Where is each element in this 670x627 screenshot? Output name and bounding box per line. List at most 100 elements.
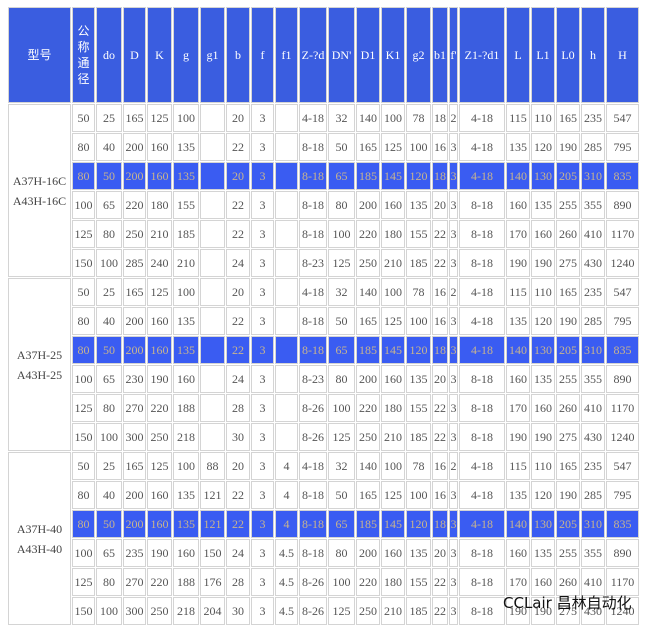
data-cell: 8-26 (299, 568, 327, 596)
data-cell: 20 (226, 452, 250, 480)
data-cell: 310 (581, 510, 605, 538)
data-cell: 125 (381, 133, 405, 161)
data-cell: 235 (581, 104, 605, 132)
data-cell: 165 (123, 452, 146, 480)
data-cell: 20 (226, 162, 250, 190)
data-cell: 100 (173, 104, 199, 132)
data-cell: 100 (173, 278, 199, 306)
data-cell: 4-18 (299, 452, 327, 480)
data-cell: 165 (356, 307, 380, 335)
data-cell: 8-18 (459, 394, 505, 422)
data-cell: 160 (506, 539, 530, 567)
data-cell: 135 (531, 191, 555, 219)
data-cell: 20 (226, 278, 250, 306)
column-header: D1 (356, 7, 380, 103)
data-cell: 180 (381, 394, 405, 422)
data-cell: 835 (606, 162, 639, 190)
data-cell: 120 (406, 162, 431, 190)
data-cell: 100 (96, 597, 122, 625)
data-cell: 165 (356, 481, 380, 509)
data-cell: 547 (606, 278, 639, 306)
data-cell: 200 (356, 539, 380, 567)
data-cell: 50 (96, 162, 122, 190)
data-cell: 8-18 (299, 220, 327, 248)
data-cell: 4-18 (459, 452, 505, 480)
data-cell: 3 (449, 568, 458, 596)
data-cell: 3 (251, 307, 274, 335)
data-cell: 140 (356, 452, 380, 480)
data-cell: 230 (123, 365, 146, 393)
data-cell: 4 (275, 510, 298, 538)
data-cell: 220 (356, 568, 380, 596)
data-cell: 210 (381, 249, 405, 277)
data-cell: 24 (226, 249, 250, 277)
data-cell: 285 (581, 307, 605, 335)
data-cell: 1170 (606, 568, 639, 596)
data-cell: 65 (328, 162, 355, 190)
data-cell: 22 (432, 597, 448, 625)
data-cell: 16 (432, 133, 448, 161)
data-cell (200, 394, 225, 422)
data-cell: 165 (556, 452, 580, 480)
data-cell (200, 336, 225, 364)
data-cell: 3 (449, 365, 458, 393)
model-cell: A37H-25 A43H-25 (8, 278, 71, 451)
data-cell: 795 (606, 133, 639, 161)
data-cell: 200 (123, 510, 146, 538)
data-cell: 188 (173, 568, 199, 596)
data-cell: 22 (226, 133, 250, 161)
data-cell: 8-18 (459, 191, 505, 219)
data-cell: 275 (556, 249, 580, 277)
data-cell: 16 (432, 278, 448, 306)
data-cell: 135 (173, 481, 199, 509)
data-cell: 125 (328, 597, 355, 625)
data-cell: 185 (356, 510, 380, 538)
data-cell: 3 (449, 539, 458, 567)
data-cell: 8-18 (299, 191, 327, 219)
data-cell: 121 (200, 510, 225, 538)
data-cell (275, 162, 298, 190)
data-cell: 170 (506, 568, 530, 596)
data-cell (200, 104, 225, 132)
data-cell: 8-18 (299, 510, 327, 538)
data-cell: 160 (381, 365, 405, 393)
data-cell: 185 (406, 597, 431, 625)
data-cell: 135 (406, 191, 431, 219)
data-cell: 3 (251, 278, 274, 306)
data-cell: 145 (381, 510, 405, 538)
data-cell: 24 (226, 365, 250, 393)
data-cell: 3 (251, 394, 274, 422)
data-cell: 4.5 (275, 597, 298, 625)
data-cell: 120 (406, 510, 431, 538)
data-cell: 835 (606, 510, 639, 538)
data-cell: 8-18 (299, 336, 327, 364)
data-cell: 8-18 (459, 220, 505, 248)
data-cell: 190 (506, 597, 530, 625)
data-row: 150 100 300 250 218 204 30 3 4.5 8-26 125 250 210 185… (8, 597, 639, 625)
data-cell: 135 (173, 133, 199, 161)
data-cell: 8-18 (299, 133, 327, 161)
data-cell: 78 (406, 452, 431, 480)
data-cell: 140 (506, 162, 530, 190)
data-cell: 355 (581, 365, 605, 393)
data-cell: 3 (449, 394, 458, 422)
data-cell: 18 (432, 162, 448, 190)
data-cell: 150 (72, 249, 95, 277)
data-cell: 40 (96, 307, 122, 335)
data-cell (275, 220, 298, 248)
data-cell: 150 (72, 597, 95, 625)
data-cell: 28 (226, 568, 250, 596)
data-cell: 170 (506, 220, 530, 248)
column-header: f (251, 7, 274, 103)
data-cell: 50 (96, 510, 122, 538)
data-cell: 130 (531, 510, 555, 538)
column-header: DN' (328, 7, 355, 103)
data-cell (275, 365, 298, 393)
data-cell: 125 (147, 104, 172, 132)
data-cell: 3 (251, 423, 274, 451)
data-cell: 890 (606, 365, 639, 393)
data-cell: 80 (328, 365, 355, 393)
data-cell: 285 (581, 133, 605, 161)
data-cell: 100 (96, 423, 122, 451)
data-cell: 115 (506, 452, 530, 480)
